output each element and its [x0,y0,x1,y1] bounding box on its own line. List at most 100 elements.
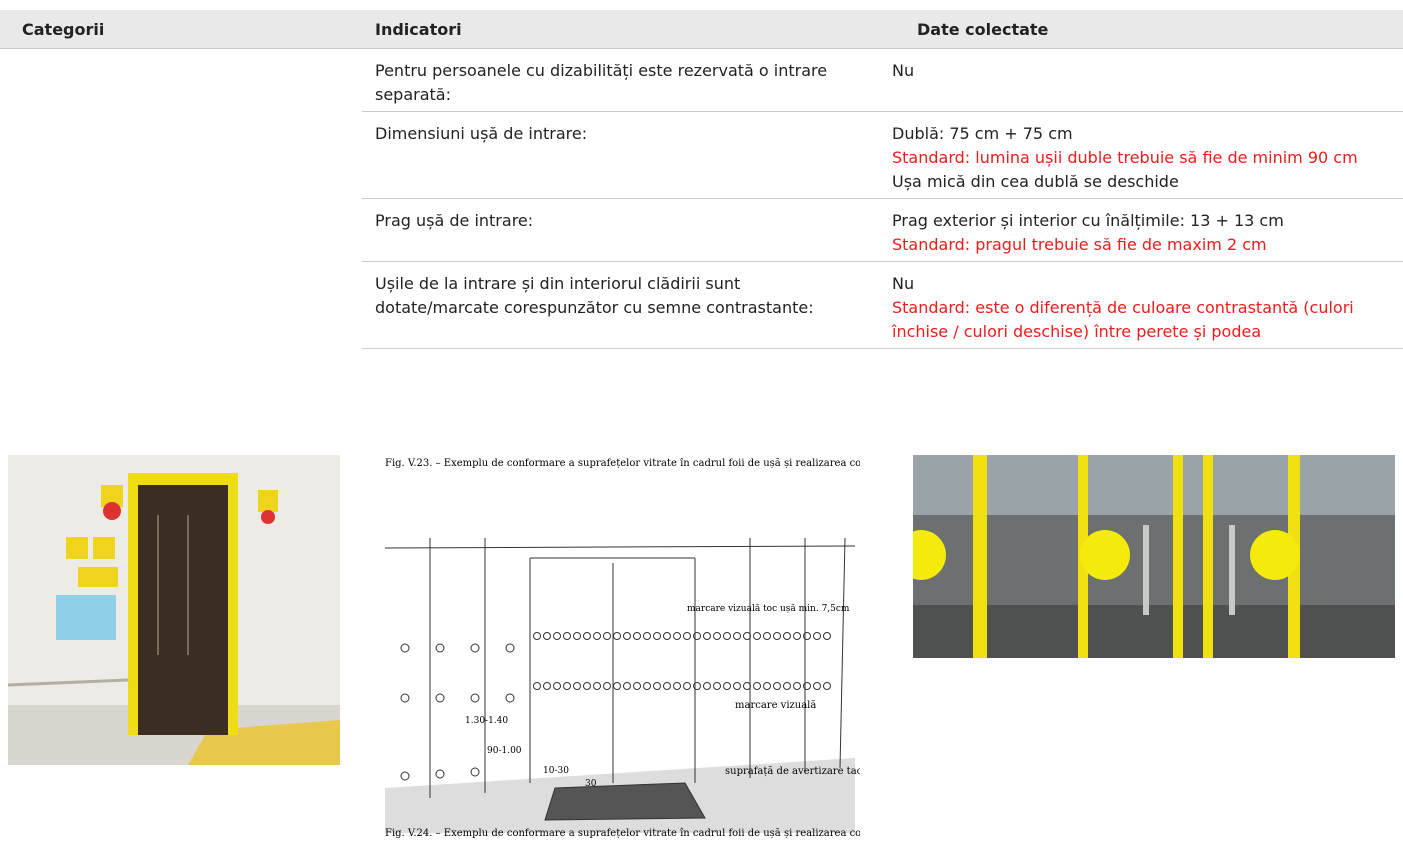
marking-dot [533,632,541,640]
marking-dot [533,682,541,690]
marking-dot [663,682,671,690]
marking-dot [623,632,631,640]
figure-label: 10-30 [543,766,569,776]
table-header: Categorii Indicatori Date colectate [0,10,1403,49]
header-cell: Indicatori [375,20,462,39]
indicator-text: Dimensiuni ușă de intrare: [375,124,588,143]
marking-dot [593,632,601,640]
marking-dot [653,682,661,690]
data-cell: Prag exterior și interior cu înălțimile:… [892,209,1390,257]
glass-door-photo [913,455,1395,658]
header-cell: Categorii [22,20,105,39]
data-line: Ușa mică din cea dublă se deschide [892,172,1179,191]
marking-dot [773,632,781,640]
marking-dot [663,632,671,640]
marking-dot [593,682,601,690]
marking-dot [813,682,821,690]
marking-dot [803,682,811,690]
figure-caption: Fig. V.23. – Exemplu de conformare a sup… [385,458,860,469]
marking-dot [693,632,701,640]
figure-label: 1.30-1.40 [465,716,508,726]
marking-dot [793,682,801,690]
marking-dot [743,632,751,640]
data-line: Dublă: 75 cm + 75 cm [892,124,1073,143]
data-line: Nu [892,61,915,80]
marking-dot [543,682,551,690]
figure-label: marcare vizuală toc ușă min. 7,5cm [687,603,850,614]
table-body: Pentru persoanele cu dizabilități este r… [362,49,1403,349]
indicator-text: Ușile de la intrare și din interiorul cl… [375,274,814,317]
data-cell: Nu [892,59,1390,107]
figure: Fig. V.23. – Exemplu de conformare a sup… [385,458,860,839]
marking-dot [723,682,731,690]
marking-dot [683,682,691,690]
marking-dot [553,632,561,640]
marking-dot [553,682,561,690]
marking-dot [703,632,711,640]
marking-dot [713,682,721,690]
table-row: Pentru persoanele cu dizabilități este r… [362,49,1403,112]
marking-dot [543,632,551,640]
marking-dot [703,682,711,690]
marking-dot [563,682,571,690]
indicator-cell: Dimensiuni ușă de intrare: [362,122,892,194]
data-line: Nu [892,274,915,293]
marking-dot [753,632,761,640]
marking-dot [603,682,611,690]
marking-dot [753,682,761,690]
marking-dot [823,682,831,690]
data-line: Prag exterior și interior cu înălțimile:… [892,211,1284,230]
marking-dot [773,682,781,690]
table-row: Ușile de la intrare și din interiorul cl… [362,262,1403,349]
marking-dot [733,682,741,690]
marking-dot [803,632,811,640]
marking-dot [643,682,651,690]
figure-label: 90-1.00 [487,746,522,756]
header-cell: Date colectate [917,20,1049,39]
indicator-cell: Prag ușă de intrare: [362,209,892,257]
figure-label: suprafață de avertizare tactilo-vizuală [725,766,860,777]
figure-label: 30 [585,779,597,789]
table-row: Prag ușă de intrare: Prag exterior și int… [362,199,1403,262]
marking-dot [673,682,681,690]
indicator-text: Prag ușă de intrare: [375,211,534,230]
marking-dot [653,632,661,640]
marking-dot [623,682,631,690]
marking-dot [683,632,691,640]
marking-dot [633,682,641,690]
marking-dot [743,682,751,690]
marking-dot [603,632,611,640]
indicator-text: Pentru persoanele cu dizabilități este r… [375,61,828,104]
door-photo [8,455,340,765]
marking-dot [633,632,641,640]
marking-dot [783,682,791,690]
marking-dot [723,632,731,640]
marking-dot [793,632,801,640]
data-cell: Dublă: 75 cm + 75 cm Standard: lumina uși… [892,122,1390,194]
data-cell: Nu Standard: este o diferență de culoare … [892,272,1390,344]
marking-dot [583,682,591,690]
marking-dot [823,632,831,640]
marking-dot [573,682,581,690]
marking-dot [783,632,791,640]
marking-dot [733,632,741,640]
marking-dot [613,632,621,640]
marking-dot [573,632,581,640]
marking-dot [563,632,571,640]
marking-dot [673,632,681,640]
data-line: Standard: este o diferență de culoare co… [892,298,1354,341]
marking-dot [643,632,651,640]
table-row: Dimensiuni ușă de intrare: Dublă: 75 cm +… [362,112,1403,199]
data-line: Standard: pragul trebuie să fie de maxim… [892,235,1267,254]
marking-dot [613,682,621,690]
data-line: Standard: lumina ușii duble trebuie să f… [892,148,1358,167]
marking-dot [763,682,771,690]
figure-caption: Fig. V.24. – Exemplu de conformare a sup… [385,828,860,839]
indicator-cell: Ușile de la intrare și din interiorul cl… [362,272,892,344]
marking-dot [583,632,591,640]
marking-dot [763,632,771,640]
indicator-cell: Pentru persoanele cu dizabilități este r… [362,59,892,107]
marking-dot [693,682,701,690]
marking-dot [813,632,821,640]
